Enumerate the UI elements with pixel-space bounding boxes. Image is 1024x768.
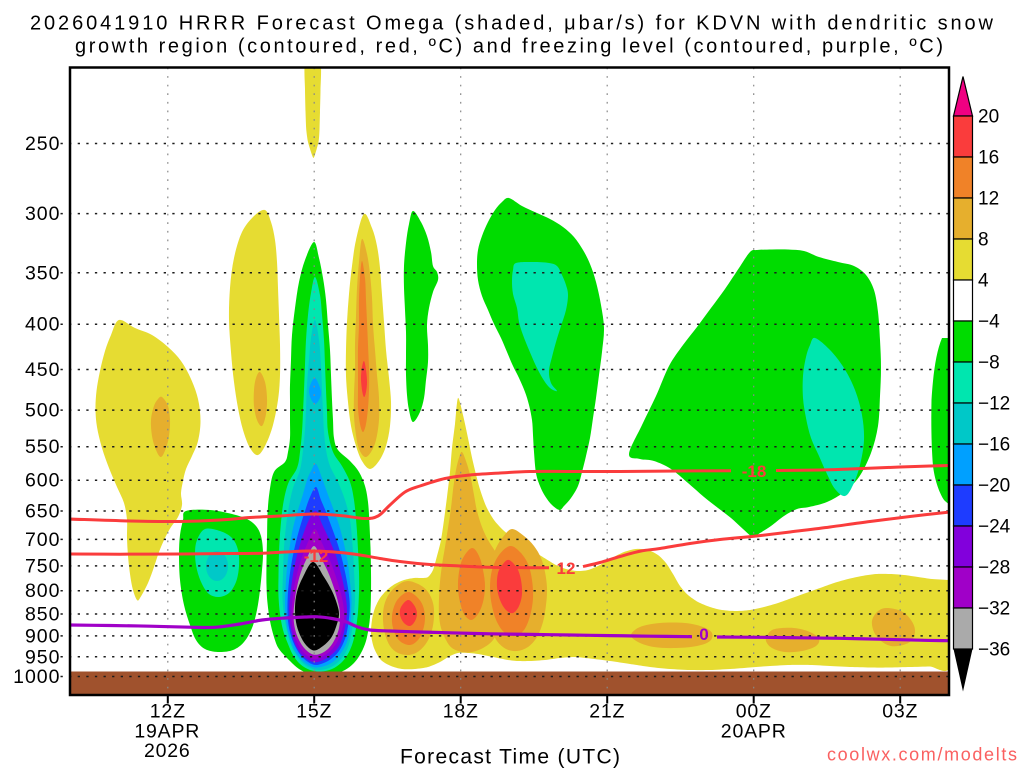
svg-text:400: 400 bbox=[25, 314, 61, 336]
svg-text:21Z: 21Z bbox=[589, 701, 625, 723]
svg-text:750: 750 bbox=[25, 555, 61, 577]
svg-text:00Z: 00Z bbox=[736, 701, 772, 723]
svg-text:−24: −24 bbox=[978, 517, 1011, 538]
svg-text:4: 4 bbox=[978, 271, 989, 292]
svg-text:550: 550 bbox=[25, 436, 61, 458]
svg-text:12Z: 12Z bbox=[150, 701, 186, 723]
svg-text:03Z: 03Z bbox=[882, 701, 918, 723]
svg-text:850: 850 bbox=[25, 604, 61, 626]
svg-text:Forecast Time (UTC): Forecast Time (UTC) bbox=[400, 746, 620, 768]
svg-text:450: 450 bbox=[25, 359, 61, 381]
svg-text:19APR: 19APR bbox=[134, 721, 200, 743]
svg-text:500: 500 bbox=[25, 400, 61, 422]
svg-text:-12: -12 bbox=[304, 547, 329, 566]
svg-text:−28: −28 bbox=[978, 558, 1010, 579]
svg-text:12: 12 bbox=[978, 189, 999, 210]
svg-text:-18: -18 bbox=[742, 462, 767, 481]
svg-text:16: 16 bbox=[978, 148, 999, 169]
svg-text:700: 700 bbox=[25, 529, 61, 551]
svg-text:900: 900 bbox=[25, 625, 61, 647]
svg-text:−8: −8 bbox=[978, 353, 1000, 374]
svg-text:−16: −16 bbox=[978, 435, 1010, 456]
svg-text:800: 800 bbox=[25, 580, 61, 602]
svg-text:−36: −36 bbox=[978, 640, 1010, 661]
svg-text:−20: −20 bbox=[978, 476, 1010, 497]
svg-text:−32: −32 bbox=[978, 599, 1010, 620]
svg-text:600: 600 bbox=[25, 470, 61, 492]
svg-text:650: 650 bbox=[25, 501, 61, 523]
svg-text:20: 20 bbox=[978, 107, 999, 128]
svg-text:12: 12 bbox=[557, 559, 576, 578]
svg-text:2026: 2026 bbox=[144, 740, 191, 762]
svg-text:2026041910 HRRR Forecast Omega: 2026041910 HRRR Forecast Omega (shaded, … bbox=[30, 13, 994, 35]
svg-text:−12: −12 bbox=[978, 394, 1010, 415]
svg-text:1000: 1000 bbox=[13, 666, 60, 688]
svg-text:0: 0 bbox=[699, 625, 708, 644]
svg-text:300: 300 bbox=[25, 203, 61, 225]
svg-text:18Z: 18Z bbox=[443, 701, 479, 723]
svg-text:−4: −4 bbox=[978, 312, 1000, 333]
svg-text:950: 950 bbox=[25, 646, 61, 668]
svg-text:coolwx.com/modelts: coolwx.com/modelts bbox=[827, 745, 1017, 765]
svg-text:20APR: 20APR bbox=[721, 721, 787, 743]
svg-text:350: 350 bbox=[25, 262, 61, 284]
svg-text:growth region (contoured, red,: growth region (contoured, red, ºC) and f… bbox=[75, 36, 943, 58]
svg-text:15Z: 15Z bbox=[296, 701, 332, 723]
svg-text:8: 8 bbox=[978, 230, 989, 251]
svg-text:250: 250 bbox=[25, 133, 61, 155]
